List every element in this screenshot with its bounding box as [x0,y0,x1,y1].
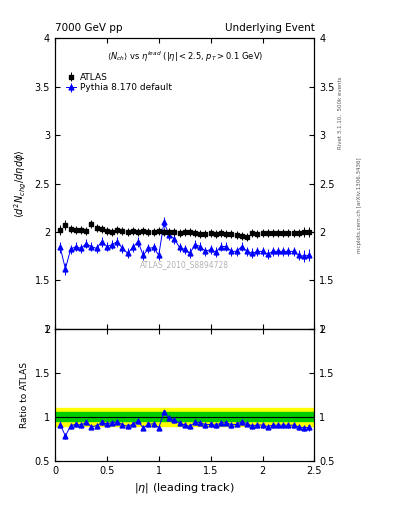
Text: $\langle N_{ch} \rangle$ vs $\eta^{lead}$ ($|\eta| < 2.5$, $p_T > 0.1$ GeV): $\langle N_{ch} \rangle$ vs $\eta^{lead}… [107,50,263,65]
Text: Rivet 3.1.10,  500k events: Rivet 3.1.10, 500k events [338,76,342,149]
Text: ATLAS_2010_S8894728: ATLAS_2010_S8894728 [140,261,229,269]
Text: 7000 GeV pp: 7000 GeV pp [55,23,123,33]
X-axis label: $|\eta|$ (leading track): $|\eta|$ (leading track) [134,481,235,495]
Y-axis label: Ratio to ATLAS: Ratio to ATLAS [20,362,29,428]
Text: mcplots.cern.ch [arXiv:1306.3436]: mcplots.cern.ch [arXiv:1306.3436] [357,157,362,252]
Text: Underlying Event: Underlying Event [224,23,314,33]
Y-axis label: $\langle d^2 N_{chg}/d\eta d\phi \rangle$: $\langle d^2 N_{chg}/d\eta d\phi \rangle… [13,150,29,218]
Legend: ATLAS, Pythia 8.170 default: ATLAS, Pythia 8.170 default [65,72,173,93]
